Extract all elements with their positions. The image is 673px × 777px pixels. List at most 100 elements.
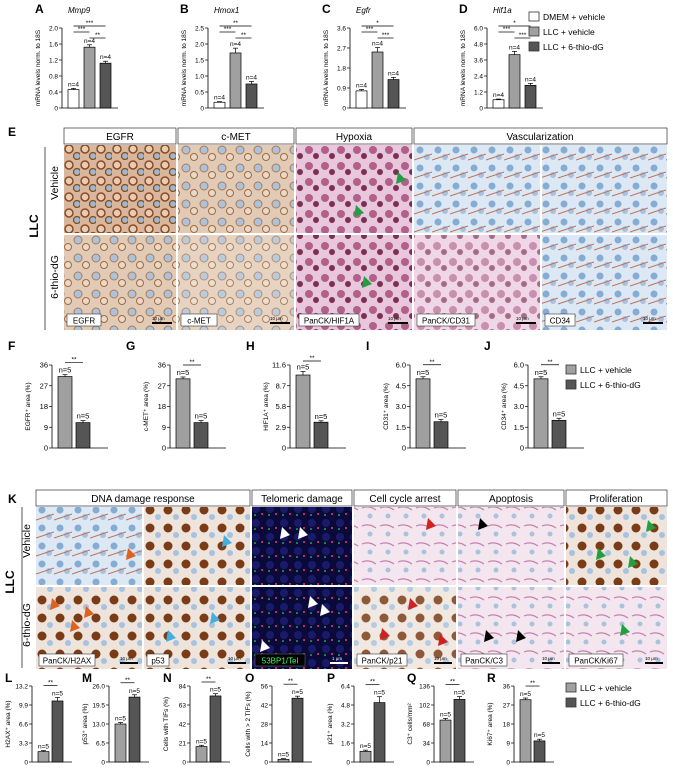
y-tick-label: 2.0 [49, 26, 58, 33]
bar [75, 422, 91, 449]
y-axis-label: CD34⁺ area (%) [501, 383, 508, 430]
scale-label: 10 μm [152, 316, 165, 321]
significance-label: ** [189, 359, 195, 366]
chart-panel-I: I 0 1.5 3.0 4.5 6.0 CD31⁺ area (%) n=5 n=5 ** [366, 339, 466, 453]
bar [439, 719, 452, 763]
y-tick-label: 42 [179, 722, 187, 729]
y-tick-label: 1.6 [341, 741, 350, 748]
panel-letter: C [322, 2, 331, 16]
y-tick-label: 3.3 [19, 741, 28, 748]
bar [193, 422, 209, 449]
n-label: n=4 [246, 74, 257, 81]
y-tick-label: 0 [264, 760, 268, 767]
y-tick-label: 0 [520, 444, 524, 453]
n-label: n=5 [38, 743, 49, 750]
significance-label: ** [95, 32, 101, 39]
legend-swatch-llc-vehicle [565, 364, 577, 375]
scale-label: 10 μm [270, 316, 283, 321]
micrograph-cmet-vehicle [178, 145, 294, 233]
legend-label: LLC + vehicle [543, 27, 595, 37]
chart-panel-F: F 0 9 18 27 36 EGFR⁺ area (%) n=5 n=5 ** [8, 339, 108, 453]
bar [175, 378, 191, 449]
chart-panel-R: R 0 9 18 27 36 Ki67⁺ area (%) n=5 n=5 ** [487, 671, 554, 767]
n-label: n=5 [210, 687, 221, 694]
y-tick-label: 6.0 [396, 361, 406, 370]
panel-letter: R [487, 671, 496, 685]
legend-swatch-llc-vehicle [565, 682, 577, 693]
bar [387, 79, 400, 109]
stain-label: PanCK/H2AX [43, 657, 92, 666]
bar [533, 378, 549, 449]
panel-letter: P [327, 671, 335, 685]
n-label: n=5 [196, 738, 207, 745]
header-proliferation: Proliferation [589, 494, 642, 505]
micrograph-53bp1-vehicle [252, 507, 352, 585]
chart-panel-D: D Hif1a 0 1.2 2.4 3.6 4.8 6.0 mRNA levels norm. … [459, 2, 543, 113]
arrow-red-icon [438, 634, 448, 646]
n-label: n=5 [115, 716, 126, 723]
stain-label: c-MET [187, 317, 211, 326]
scale-label: 10 μm [645, 656, 658, 661]
panel-e: E LLC Vehicle 6-thio-dG EGFR c-MET Hypox… [8, 125, 668, 330]
row-label: Vehicle [49, 166, 61, 200]
y-tick-label: 0 [182, 760, 186, 767]
y-tick-label: 0 [346, 760, 350, 767]
bar [415, 378, 431, 449]
chart-panel-A: A Mmp9 0 0.4 0.8 1.2 1.6 2.0 mRNA levels norm. t… [35, 2, 118, 113]
n-label: n=5 [59, 366, 72, 375]
panel-letter: B [180, 2, 189, 16]
n-label: n=5 [195, 412, 208, 421]
legend-label: LLC + vehicle [580, 365, 632, 375]
chart-panel-G: G 0 9 18 27 36 c-MET⁺ area (%) n=5 n=5 ** [126, 339, 226, 453]
y-tick-label: 68 [423, 722, 431, 729]
bar [313, 421, 329, 449]
scale-label: 10 μm [542, 656, 555, 661]
panel-k: K LLC Vehicle 6-thio-dG DNA damage respo… [3, 489, 668, 669]
chart-title: Mmp9 [68, 6, 91, 15]
chart-panel-M: M 0 6.5 13.0 19.5 26.0 p53⁺ area (%) n=5 n=5 ** [82, 671, 149, 767]
bar [99, 62, 112, 109]
header-cmet: c-MET [221, 132, 250, 143]
legend-mid: LLC + vehicle LLC + 6-thio-dG [565, 364, 641, 390]
micrograph-cd34-vehicle [542, 145, 667, 233]
legend-swatch-llc-thio [528, 41, 540, 52]
bar [453, 699, 466, 763]
scale-label: 10 μm [388, 316, 401, 321]
y-tick-label: 14 [261, 741, 269, 748]
y-tick-label: 26.0 [92, 684, 105, 691]
panel-letter: D [459, 2, 468, 16]
n-label: n=4 [525, 76, 536, 83]
column-headers: DNA damage response Telomeric damage Cel… [35, 489, 668, 507]
y-tick-label: 0 [54, 106, 58, 113]
arrow-orange-icon [50, 598, 60, 610]
bar [57, 376, 73, 449]
arrow-green-icon [628, 556, 638, 568]
y-tick-label: 0 [162, 444, 166, 453]
n-label: n=5 [553, 409, 566, 418]
micrograph-hypoxia-vehicle [296, 145, 412, 233]
group-label: LLC [3, 570, 17, 594]
legend-swatch-llc-thio [565, 697, 577, 708]
arrow-white-icon [320, 604, 330, 616]
y-tick-label: 2.4 [474, 74, 483, 81]
y-tick-label: 4.5 [396, 381, 406, 390]
bar [295, 374, 311, 449]
y-tick-label: 0 [282, 444, 286, 453]
micrograph-ki67-vehicle [566, 507, 667, 585]
header-telomeric: Telomeric damage [261, 494, 343, 505]
significance-label: ** [309, 355, 315, 362]
arrow-white-icon [260, 640, 270, 652]
arrow-white-icon [298, 527, 308, 539]
panel-letter: F [8, 339, 15, 353]
y-tick-label: 36 [503, 684, 511, 691]
y-axis-label: EGFR⁺ area (%) [25, 382, 32, 430]
significance-label: ** [530, 680, 536, 687]
n-label: n=5 [535, 368, 548, 377]
y-tick-label: 2.5 [195, 26, 204, 33]
scale-label: 1 μm [332, 656, 342, 661]
y-tick-label: 3.6 [337, 26, 346, 33]
y-tick-label: 1.2 [49, 58, 58, 65]
arrow-orange-icon [126, 548, 136, 560]
